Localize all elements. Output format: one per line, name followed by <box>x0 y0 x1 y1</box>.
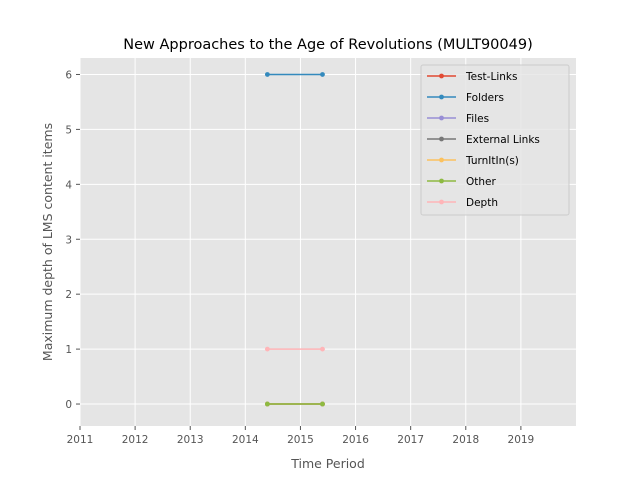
data-point <box>264 401 270 407</box>
data-point <box>264 72 270 77</box>
legend-label: TurnItIn(s) <box>465 155 519 167</box>
x-tick-label: 2017 <box>397 434 424 446</box>
series-depth <box>264 346 325 352</box>
legend-marker <box>439 136 444 142</box>
legend-marker <box>439 199 444 205</box>
y-tick-label: 1 <box>65 344 72 356</box>
x-tick-label: 2015 <box>287 434 314 446</box>
chart-title: New Approaches to the Age of Revolutions… <box>123 37 532 53</box>
y-tick-label: 6 <box>65 69 72 81</box>
legend-box <box>420 64 570 216</box>
y-tick-label: 4 <box>65 179 72 191</box>
y-axis-label: Maximum depth of LMS content items <box>40 123 55 361</box>
data-point <box>264 346 270 352</box>
y-tick-label: 2 <box>65 289 72 301</box>
data-point <box>320 401 325 407</box>
y-tick-label: 0 <box>65 399 72 411</box>
x-tick-label: 2012 <box>122 434 149 446</box>
legend-item: Folders <box>427 92 504 104</box>
legend-label: External Links <box>466 134 540 146</box>
y-tick-label: 5 <box>65 124 72 136</box>
legend-item: Other <box>427 176 496 188</box>
x-axis: 2011 2012 2013 2014 2015 2016 2017 2018 2019 <box>67 426 535 446</box>
data-point <box>320 72 325 77</box>
x-tick-label: 2016 <box>342 434 369 446</box>
y-tick-label: 3 <box>65 234 72 246</box>
x-tick-label: 2013 <box>177 434 204 446</box>
x-tick-label: 2014 <box>232 434 259 446</box>
legend-marker <box>439 157 444 163</box>
legend-item: External Links <box>427 134 540 146</box>
x-tick-label: 2019 <box>508 434 535 446</box>
legend: Test-Links Folders Files External Links Turn… <box>420 64 570 216</box>
legend-item: Test-Links <box>427 71 517 83</box>
legend-marker <box>439 115 444 121</box>
legend-item: Files <box>427 113 489 125</box>
y-axis: 0 1 2 3 4 5 6 <box>65 69 80 411</box>
legend-label: Other <box>466 176 496 188</box>
series-folders <box>264 72 325 77</box>
legend-marker <box>439 178 444 184</box>
legend-marker <box>439 94 444 100</box>
x-tick-label: 2018 <box>452 434 479 446</box>
legend-label: Files <box>466 113 489 125</box>
series-other <box>264 401 325 407</box>
legend-item: TurnItIn(s) <box>427 155 519 167</box>
x-axis-label: Time Period <box>290 456 365 471</box>
legend-marker <box>439 73 444 79</box>
legend-item: Depth <box>427 197 498 209</box>
legend-label: Folders <box>466 92 504 104</box>
data-point <box>320 346 325 352</box>
legend-label: Test-Links <box>465 71 517 83</box>
x-tick-label: 2011 <box>67 434 94 446</box>
legend-label: Depth <box>466 197 498 209</box>
series-layer <box>264 72 325 407</box>
